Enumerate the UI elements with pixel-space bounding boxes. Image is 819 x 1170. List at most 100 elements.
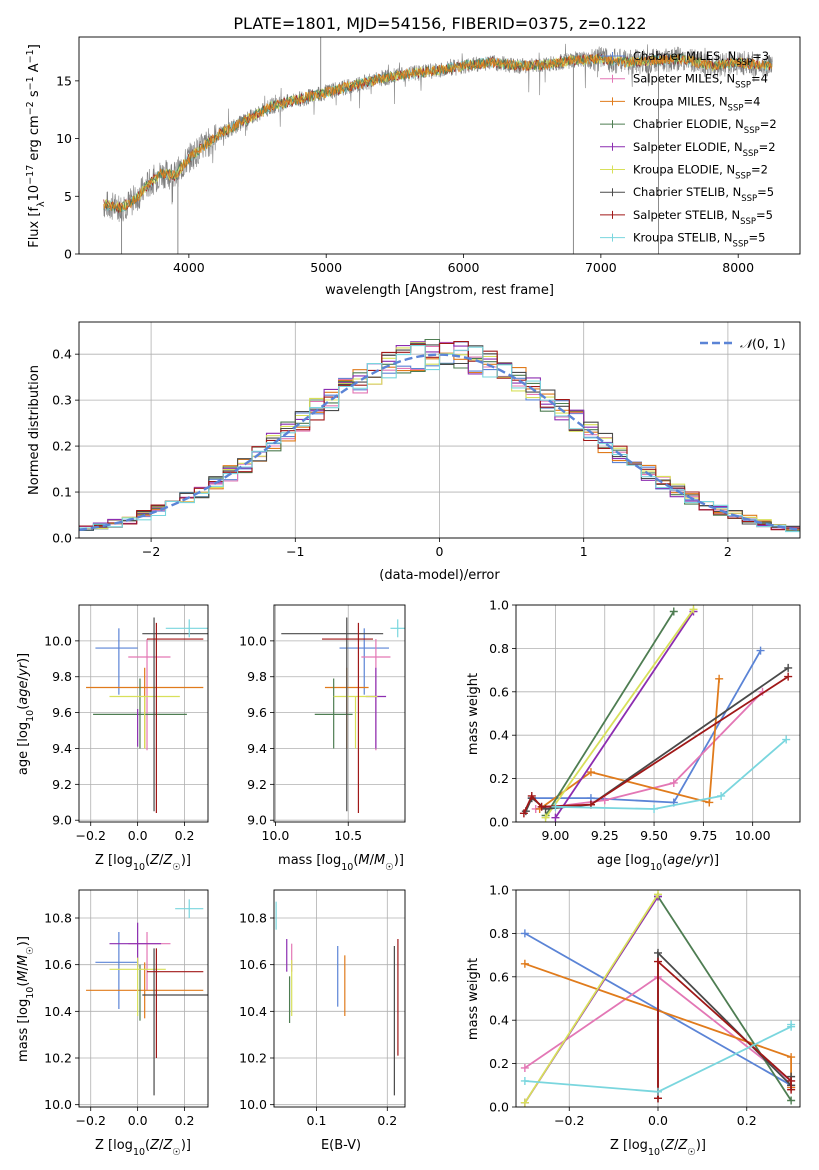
age_vs_Z-points (86, 617, 208, 814)
label-part: 10 (27, 185, 42, 202)
y-tick-label: 10.4 (239, 1004, 267, 1019)
label-part: )] (181, 853, 191, 868)
legend-label: Chabrier STELIB, NSSP=5 (633, 185, 774, 204)
legend-label: Kroupa MILES, NSSP=4 (633, 94, 760, 113)
normal-curve (79, 353, 798, 532)
label-part: / (692, 853, 697, 868)
label-part: Z (149, 853, 160, 868)
age_vs_mass-frame (273, 604, 406, 823)
label-part: M (374, 853, 385, 868)
x-tick-label: −0.2 (76, 1113, 106, 1128)
weight_vs_age-lines (519, 605, 793, 822)
y-tick-label: 10 (56, 131, 72, 146)
x-tick-label: 1 (580, 544, 588, 559)
weight_vs_age-frame (515, 604, 801, 823)
weight-point (541, 813, 550, 822)
residuals-ylabel: Normed distribution (27, 365, 42, 495)
legend-label: Salpeter STELIB, NSSP=5 (633, 208, 773, 227)
weight-series-line (555, 738, 787, 810)
label-part: −17 (25, 165, 36, 185)
label-part: mass [log (278, 853, 341, 868)
x-tick-label: 0.0 (128, 828, 148, 843)
weight-point (527, 791, 536, 800)
y-tick-label: 1.0 (489, 883, 509, 898)
label-part: Flux [f (27, 207, 42, 248)
y-tick-label: 0.8 (489, 926, 509, 941)
legend-name: Salpeter STELIB, N (633, 208, 740, 222)
label-part: yr (695, 853, 711, 868)
mass_vs_Z-points (86, 899, 208, 1096)
weight-point (715, 674, 724, 683)
y-tick-label: 10.0 (239, 633, 267, 648)
legend-value: =3 (752, 49, 769, 63)
y-tick-label: 1.0 (489, 598, 509, 613)
weight-series-line (657, 959, 792, 1099)
y-tick-label: 0.4 (52, 347, 72, 362)
y-tick-label: 5 (64, 189, 72, 204)
label-part: age (16, 680, 31, 704)
weight_vs_age-axes: 9.00 9.25 9.50 9.75 10.00 0.0 0.2 0.4 0.6 0.8 1.0 (489, 598, 800, 843)
weight-point (689, 605, 698, 614)
legend-label: Salpeter ELODIE, NSSP=2 (633, 140, 776, 159)
y-tick-label: 0.0 (489, 1100, 509, 1115)
y-tick-label: 9.2 (52, 777, 72, 792)
label-part: ( (16, 705, 31, 710)
y-tick-label: 10.0 (44, 633, 72, 648)
figure-title: PLATE=1801, MJD=54156, FIBERID=0375, z=0… (233, 14, 646, 33)
y-tick-label: 10.0 (239, 1097, 267, 1112)
weight-point (784, 663, 793, 672)
mass-vs-Z-xlabel: Z [log10(Z/Z☉)] (95, 1138, 191, 1158)
legend-sub: SSP (728, 103, 744, 113)
weight-series-line (544, 611, 675, 816)
label-part: −2 (25, 101, 36, 115)
legend-value: =4 (751, 72, 768, 86)
y-tick-label: 0 (64, 247, 72, 262)
label-part: ( (660, 1138, 665, 1153)
legend-sub: SSP (736, 58, 752, 68)
mass_vs_Z-frame (78, 889, 209, 1108)
y-tick-label: 15 (56, 73, 72, 88)
legend-value: =5 (748, 231, 765, 245)
spectrum-plot (103, 37, 773, 254)
weight-point (654, 948, 662, 957)
weight-point (551, 802, 560, 811)
y-tick-label: 9.6 (247, 705, 267, 720)
y-tick-label: 10.6 (44, 957, 72, 972)
y-tick-label: 0.1 (52, 485, 72, 500)
y-tick-label: 0.6 (489, 969, 509, 984)
weight-vs-age-xlabel: age [log10(age/yr)] (597, 853, 719, 873)
label-part: 10 (648, 1147, 660, 1158)
weight-point (669, 778, 678, 787)
weight-point (787, 1076, 796, 1085)
weight-series-line (544, 608, 695, 819)
residuals-xlabel: (data-model)/error (379, 568, 500, 583)
label-part: age [log (597, 853, 650, 868)
x-tick-label: 5000 (310, 260, 342, 275)
model-spectrum (103, 54, 773, 213)
weight-point (520, 1076, 529, 1085)
label-part: Z [log (95, 853, 133, 868)
label-part: yr (16, 661, 31, 677)
label-part: 10 (133, 862, 145, 873)
y-tick-label: 10.8 (239, 911, 267, 926)
x-tick-label: 2 (724, 544, 732, 559)
legend-name: Chabrier ELODIE, N (633, 117, 744, 131)
x-tick-label: 10.0 (262, 828, 290, 843)
label-part: 10 (25, 710, 36, 722)
legend-name: Kroupa MILES, N (633, 94, 728, 108)
age_vs_mass-points (281, 617, 405, 814)
legend-value: =2 (751, 163, 768, 177)
y-tick-label: 0.0 (52, 531, 72, 546)
label-part: −1 (25, 76, 36, 90)
label-part: )] (709, 853, 719, 868)
label-part: ( (145, 853, 150, 868)
weight-vs-Z-ylabel: mass weight (466, 958, 481, 1040)
label-part: ( (16, 982, 31, 987)
weight-point (519, 809, 528, 818)
legend-name: Chabrier STELIB, N (633, 185, 741, 199)
label-part: erg cm (27, 115, 42, 164)
weight-vs-age-ylabel: mass weight (466, 673, 481, 755)
x-tick-label: 0.1 (307, 1113, 327, 1128)
x-tick-label: −0.2 (76, 828, 106, 843)
y-tick-label: 9.6 (52, 705, 72, 720)
